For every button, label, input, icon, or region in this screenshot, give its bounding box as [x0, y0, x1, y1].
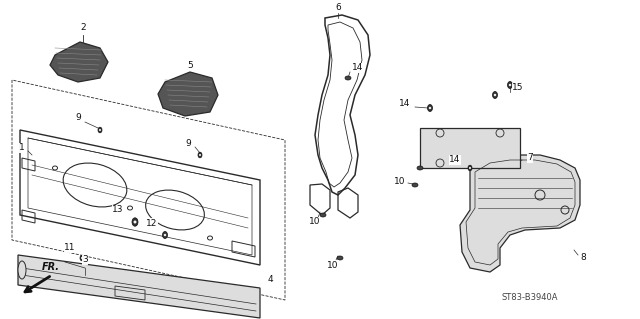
- Ellipse shape: [80, 255, 84, 261]
- Polygon shape: [158, 72, 218, 116]
- Ellipse shape: [508, 81, 513, 88]
- Text: 2: 2: [80, 24, 86, 33]
- Ellipse shape: [337, 256, 343, 260]
- Ellipse shape: [163, 232, 168, 239]
- Text: 12: 12: [147, 219, 157, 227]
- Text: 8: 8: [580, 254, 586, 263]
- Polygon shape: [460, 155, 580, 272]
- Ellipse shape: [429, 107, 431, 109]
- Ellipse shape: [81, 257, 83, 259]
- Text: 5: 5: [187, 61, 193, 70]
- Text: 15: 15: [512, 84, 524, 93]
- Ellipse shape: [134, 221, 136, 223]
- Text: 9: 9: [75, 114, 81, 122]
- Text: 14: 14: [399, 99, 411, 108]
- Text: 9: 9: [185, 138, 191, 147]
- Ellipse shape: [99, 129, 101, 131]
- Ellipse shape: [132, 218, 138, 226]
- Text: 10: 10: [309, 218, 321, 226]
- Text: 4: 4: [267, 276, 273, 285]
- Text: 14: 14: [449, 155, 461, 165]
- Ellipse shape: [345, 76, 351, 80]
- Polygon shape: [50, 42, 108, 82]
- Polygon shape: [420, 128, 520, 168]
- Ellipse shape: [428, 105, 433, 112]
- Ellipse shape: [98, 127, 102, 133]
- Ellipse shape: [509, 84, 511, 86]
- Ellipse shape: [198, 152, 202, 158]
- Text: 10: 10: [327, 261, 339, 270]
- Ellipse shape: [164, 234, 166, 236]
- Text: 3: 3: [82, 256, 88, 264]
- Ellipse shape: [320, 213, 326, 217]
- Text: 13: 13: [112, 205, 124, 214]
- Text: 10: 10: [394, 177, 406, 187]
- Ellipse shape: [494, 94, 496, 96]
- Text: 7: 7: [527, 153, 533, 162]
- Polygon shape: [18, 255, 260, 318]
- Ellipse shape: [199, 154, 201, 156]
- Text: FR.: FR.: [42, 262, 60, 272]
- Text: 6: 6: [335, 4, 341, 12]
- Text: 1: 1: [19, 144, 25, 152]
- Ellipse shape: [417, 166, 423, 170]
- Text: ST83-B3940A: ST83-B3940A: [502, 293, 558, 302]
- Ellipse shape: [468, 165, 472, 171]
- Text: 11: 11: [64, 243, 76, 253]
- Text: 14: 14: [352, 63, 364, 72]
- Ellipse shape: [18, 261, 26, 279]
- Ellipse shape: [469, 167, 471, 169]
- Ellipse shape: [493, 92, 497, 99]
- Ellipse shape: [412, 183, 418, 187]
